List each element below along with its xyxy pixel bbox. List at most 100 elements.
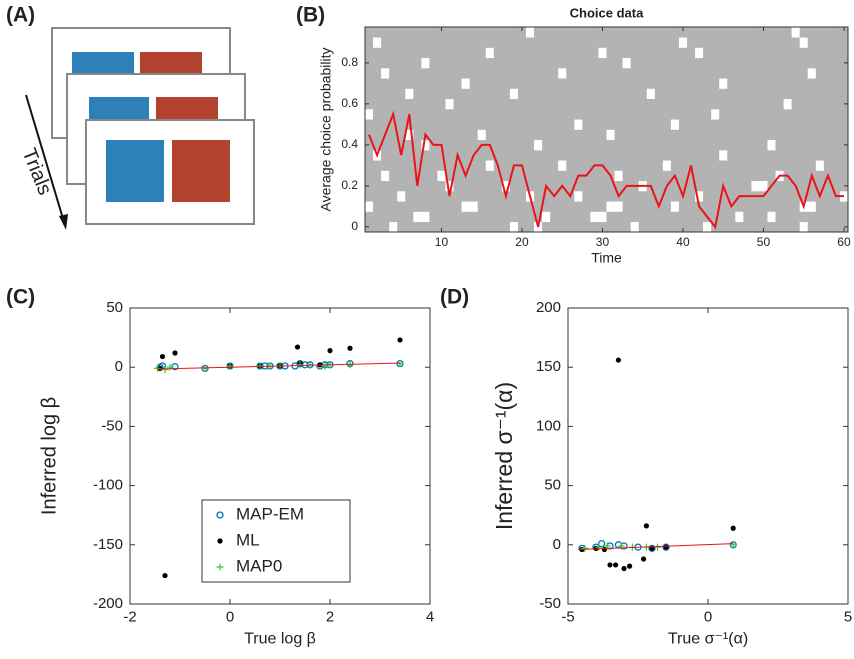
choice-cell [831,27,841,38]
choice-cell [485,160,495,171]
choice-cell [598,150,607,161]
choice-cell [437,201,446,212]
choice-cell [558,88,567,100]
choice-cell [517,68,527,79]
choice-cell [743,201,752,212]
choice-cell [654,98,664,110]
choice-cell [791,88,800,100]
choice-cell [558,119,567,130]
choice-cell [437,170,446,182]
choice-cell [654,78,664,89]
choice-cell [823,180,833,192]
choice-cell [526,139,535,151]
choice-cell [445,27,454,38]
choice-cell [606,150,615,161]
choice-cell [614,68,623,79]
choice-cell [678,139,688,151]
choice-cell [695,27,704,38]
choice-cell [630,150,639,161]
choice-cell [389,88,398,100]
choice-cell [534,27,543,38]
point [615,357,622,363]
choice-cell [389,221,398,233]
choice-cell [381,221,390,233]
choice-cell [759,119,768,130]
choice-cell [381,191,390,202]
choice-cell [654,221,664,233]
choice-cell [614,221,623,233]
choice-cell [823,150,833,161]
choice-cell [542,119,551,130]
choice-cell [389,37,398,48]
choice-cell [437,47,446,59]
choice-cell [365,211,374,223]
choice-cell [743,150,752,161]
choice-cell [429,160,438,171]
choice-cell [389,98,398,110]
choice-cell [493,109,503,120]
choice-cell [542,109,551,120]
choice-cell [365,88,374,100]
choice-cell [405,150,414,161]
choice-cell [558,191,567,202]
choice-cell [622,88,631,100]
legend-marker [217,538,223,544]
choice-cell [526,160,535,171]
choice-cell [590,98,599,110]
choice-cell [566,139,575,151]
choice-cell [646,191,656,202]
choice-cell [831,180,841,192]
y-tick-label: 50 [106,299,123,316]
choice-cell [727,180,736,192]
choice-cell [727,150,736,161]
choice-cell [711,27,720,38]
choice-cell [678,119,688,130]
panel-label: (C) [6,286,35,309]
choice-cell [711,191,720,202]
choice-cell [662,88,672,100]
choice-cell [775,201,784,212]
choice-cell [365,180,374,192]
choice-cell [534,160,543,171]
choice-cell [646,78,656,89]
y-axis-label: Inferred σ⁻¹(α) [491,382,517,530]
choice-cell [662,47,672,59]
choice-cell [791,129,800,141]
choice-cell [453,119,462,130]
choice-cell [590,139,599,151]
choice-cell [373,180,382,192]
choice-cell [823,139,833,151]
point [154,364,161,372]
choice-cell [550,211,559,223]
choice-cell [453,191,462,202]
choice-cell [550,88,559,100]
choice-cell [678,221,688,233]
choice-cell [791,221,800,233]
choice-cell [654,211,664,223]
y-tick-label: 0 [115,358,123,375]
choice-cell [397,57,406,69]
choice-cell [453,57,462,69]
choice-cell [582,57,591,69]
choice-cell [703,98,712,110]
choice-cell [437,129,446,141]
choice-cell [606,180,615,192]
choice-cell [735,78,744,89]
choice-cell [654,139,664,151]
choice-cell [670,139,680,151]
choice-cell [365,57,374,69]
y-tick-label: -50 [539,595,561,612]
choice-cell [775,150,784,161]
choice-cell [574,37,583,48]
point [294,344,301,350]
choice-cell [397,160,406,171]
choice-cell [501,129,511,141]
choice-cell [590,37,599,48]
choice-cell [839,68,849,79]
choice-cell [662,139,672,151]
choice-cell [534,139,543,151]
choice-cell [381,27,390,38]
choice-cell [493,119,503,130]
choice-cell [630,191,639,202]
